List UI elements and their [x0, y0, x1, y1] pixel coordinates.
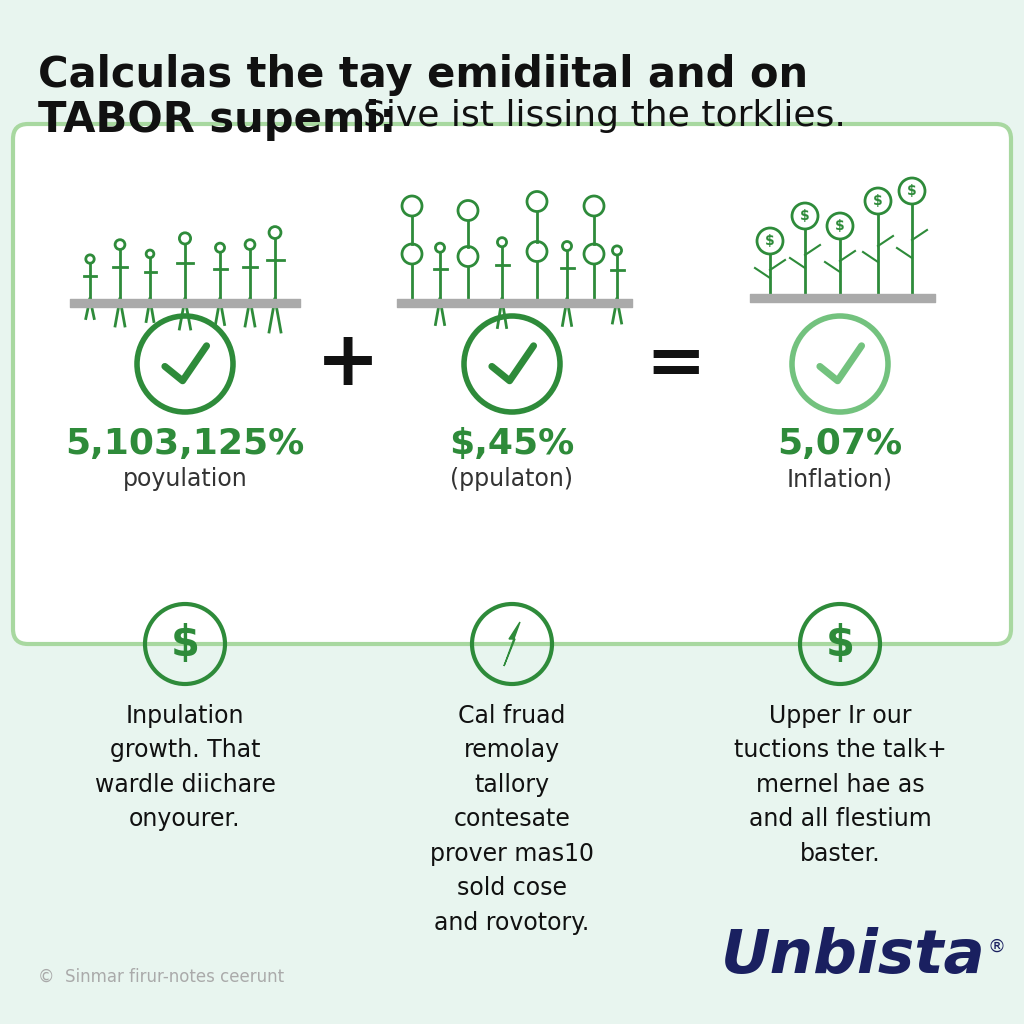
- Text: 5,103,125%: 5,103,125%: [66, 427, 304, 461]
- Text: $: $: [171, 623, 200, 665]
- Text: $: $: [825, 623, 854, 665]
- Text: $: $: [800, 209, 810, 223]
- Text: Cal fruad
remolay
tallory
contesate
prover mas10
sold cose
and rovotory.: Cal fruad remolay tallory contesate prov…: [430, 705, 594, 935]
- Text: Unbista: Unbista: [721, 927, 986, 986]
- FancyBboxPatch shape: [13, 124, 1011, 644]
- Text: Inflation): Inflation): [787, 467, 893, 490]
- Text: 5,07%: 5,07%: [777, 427, 902, 461]
- Text: Upper Ir our
tuctions the talk+
mernel hae as
and all flestium
baster.: Upper Ir our tuctions the talk+ mernel h…: [733, 705, 946, 866]
- Text: $: $: [836, 219, 845, 233]
- Text: TABOR supemi:: TABOR supemi:: [38, 99, 396, 141]
- Text: $: $: [873, 194, 883, 208]
- Text: Sive ist lissing the torklies.: Sive ist lissing the torklies.: [340, 99, 846, 133]
- Text: poyulation: poyulation: [123, 467, 248, 490]
- Text: Inpulation
growth. That
wardle diichare
onyourer.: Inpulation growth. That wardle diichare …: [94, 705, 275, 831]
- Text: =: =: [646, 330, 707, 398]
- Text: ®: ®: [988, 938, 1006, 956]
- Text: ©  Sinmar firur-notes ceerunt: © Sinmar firur-notes ceerunt: [38, 968, 284, 986]
- Text: Calculas the tay emidiital and on: Calculas the tay emidiital and on: [38, 54, 808, 96]
- Text: +: +: [316, 327, 380, 401]
- Text: (ppulaton): (ppulaton): [451, 467, 573, 490]
- Text: $: $: [765, 234, 775, 248]
- Polygon shape: [504, 622, 520, 666]
- Text: $: $: [907, 184, 916, 198]
- Text: $,45%: $,45%: [450, 427, 574, 461]
